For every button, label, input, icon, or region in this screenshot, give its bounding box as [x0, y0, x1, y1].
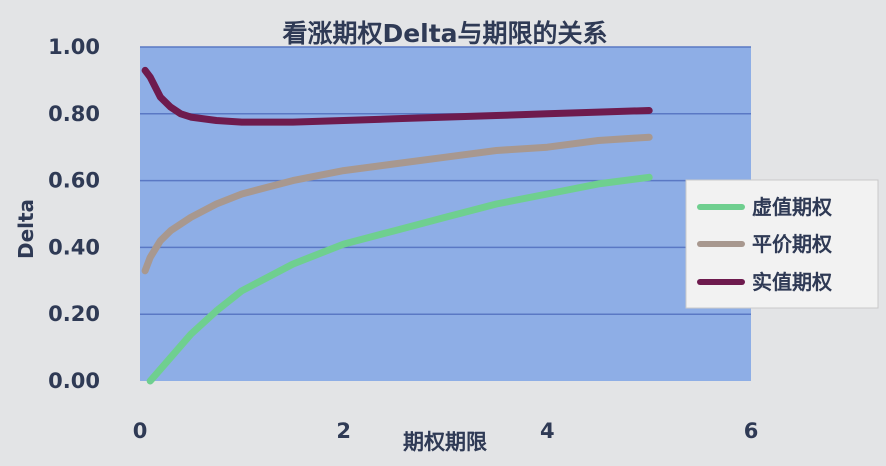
series-line-1 — [141, 133, 653, 275]
chart-title: 看涨期权Delta与期限的关系 — [282, 19, 607, 48]
legend-label-1: 平价期权 — [752, 232, 833, 256]
x-tick-label-0: 0 — [133, 419, 148, 443]
series-line-2 — [141, 66, 653, 126]
series-lines — [141, 66, 653, 385]
y-tick-label-5: 1.00 — [48, 35, 100, 59]
y-tick-label-4: 0.80 — [48, 102, 100, 126]
x-tick-label-1: 2 — [336, 419, 351, 443]
x-axis-ticks: 0 2 4 6 — [133, 419, 759, 443]
y-tick-label-3: 0.60 — [48, 169, 100, 193]
series-line-0 — [146, 173, 653, 385]
y-axis-title: Delta — [14, 199, 38, 259]
y-tick-label-0: 0.00 — [48, 369, 100, 393]
x-axis-title: 期权期限 — [403, 430, 487, 454]
legend-label-2: 实值期权 — [752, 270, 833, 294]
y-axis-ticks: 0.00 0.20 0.40 0.60 0.80 1.00 — [48, 35, 100, 393]
y-tick-label-1: 0.20 — [48, 302, 100, 326]
x-tick-label-2: 4 — [540, 419, 555, 443]
x-tick-label-3: 6 — [744, 419, 759, 443]
legend-label-0: 虚值期权 — [752, 195, 833, 219]
y-tick-label-2: 0.40 — [48, 235, 100, 259]
